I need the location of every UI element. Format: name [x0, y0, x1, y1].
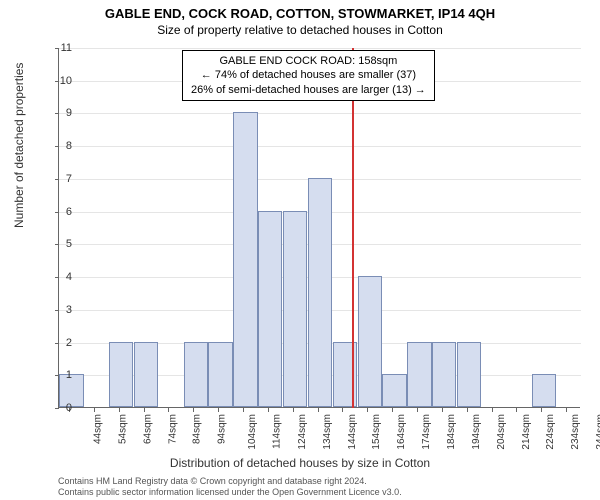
x-tick-label: 124sqm [297, 414, 308, 450]
x-tick-label: 94sqm [217, 414, 228, 444]
histogram-bar [109, 342, 133, 407]
histogram-bar [407, 342, 431, 407]
histogram-bar [382, 374, 406, 407]
histogram-bar [358, 276, 382, 407]
x-tick [392, 408, 393, 412]
x-tick-label: 84sqm [192, 414, 203, 444]
y-tick-label: 11 [44, 42, 72, 54]
reference-line [352, 48, 354, 408]
histogram-bar [208, 342, 232, 407]
page-title: GABLE END, COCK ROAD, COTTON, STOWMARKET… [0, 0, 600, 21]
x-tick-label: 64sqm [142, 414, 153, 444]
x-tick-label: 144sqm [347, 414, 358, 450]
page-subtitle: Size of property relative to detached ho… [0, 21, 600, 37]
x-tick [467, 408, 468, 412]
x-tick [268, 408, 269, 412]
histogram-bar [233, 112, 257, 407]
x-tick-label: 204sqm [496, 414, 507, 450]
histogram-bar [308, 178, 332, 407]
y-tick-label: 6 [44, 206, 72, 218]
y-tick-label: 8 [44, 140, 72, 152]
x-tick [417, 408, 418, 412]
footer-line-1: Contains HM Land Registry data © Crown c… [58, 476, 402, 487]
histogram-bar [432, 342, 456, 407]
x-tick-label: 214sqm [521, 414, 532, 450]
y-tick-label: 0 [44, 402, 72, 414]
x-tick [318, 408, 319, 412]
x-tick-label: 194sqm [471, 414, 482, 450]
x-tick [193, 408, 194, 412]
histogram-bar [184, 342, 208, 407]
plot-region [58, 48, 580, 408]
footer-attribution: Contains HM Land Registry data © Crown c… [58, 476, 402, 498]
chart-area [58, 48, 580, 408]
x-tick-label: 224sqm [545, 414, 556, 450]
x-tick [218, 408, 219, 412]
x-tick [342, 408, 343, 412]
x-tick [119, 408, 120, 412]
x-tick-label: 184sqm [446, 414, 457, 450]
x-tick-label: 54sqm [117, 414, 128, 444]
y-tick-label: 2 [44, 337, 72, 349]
info-line: GABLE END COCK ROAD: 158sqm [191, 54, 426, 68]
y-tick-label: 7 [44, 173, 72, 185]
x-tick [168, 408, 169, 412]
x-tick [144, 408, 145, 412]
x-tick [541, 408, 542, 412]
histogram-bar [532, 374, 556, 407]
y-tick-label: 1 [44, 369, 72, 381]
x-tick [94, 408, 95, 412]
y-tick-label: 3 [44, 304, 72, 316]
x-tick [243, 408, 244, 412]
x-tick [293, 408, 294, 412]
gridline [59, 113, 581, 114]
gridline [59, 48, 581, 49]
y-tick-label: 4 [44, 271, 72, 283]
x-tick-label: 174sqm [421, 414, 432, 450]
info-line: ← 74% of detached houses are smaller (37… [191, 68, 426, 82]
x-tick-label: 104sqm [247, 414, 258, 450]
x-tick [442, 408, 443, 412]
y-tick-label: 10 [44, 75, 72, 87]
histogram-bar [283, 211, 307, 407]
x-tick-label: 154sqm [371, 414, 382, 450]
gridline [59, 146, 581, 147]
x-tick [492, 408, 493, 412]
x-tick-label: 114sqm [271, 414, 282, 449]
info-line: 26% of semi-detached houses are larger (… [191, 83, 426, 97]
info-callout: GABLE END COCK ROAD: 158sqm← 74% of deta… [182, 50, 435, 101]
histogram-bar [258, 211, 282, 407]
histogram-bar [134, 342, 158, 407]
y-axis-label: Number of detached properties [12, 63, 26, 228]
x-tick-label: 234sqm [570, 414, 581, 450]
x-tick-label: 74sqm [167, 414, 178, 444]
footer-line-2: Contains public sector information licen… [58, 487, 402, 498]
x-axis-label: Distribution of detached houses by size … [0, 456, 600, 470]
x-tick-label: 164sqm [396, 414, 407, 450]
x-tick-label: 244sqm [595, 414, 600, 450]
y-tick-label: 5 [44, 238, 72, 250]
histogram-bar [457, 342, 481, 407]
y-tick-label: 9 [44, 107, 72, 119]
x-tick-label: 44sqm [92, 414, 103, 444]
x-tick [367, 408, 368, 412]
x-tick [566, 408, 567, 412]
x-tick [516, 408, 517, 412]
x-tick-label: 134sqm [322, 414, 333, 450]
